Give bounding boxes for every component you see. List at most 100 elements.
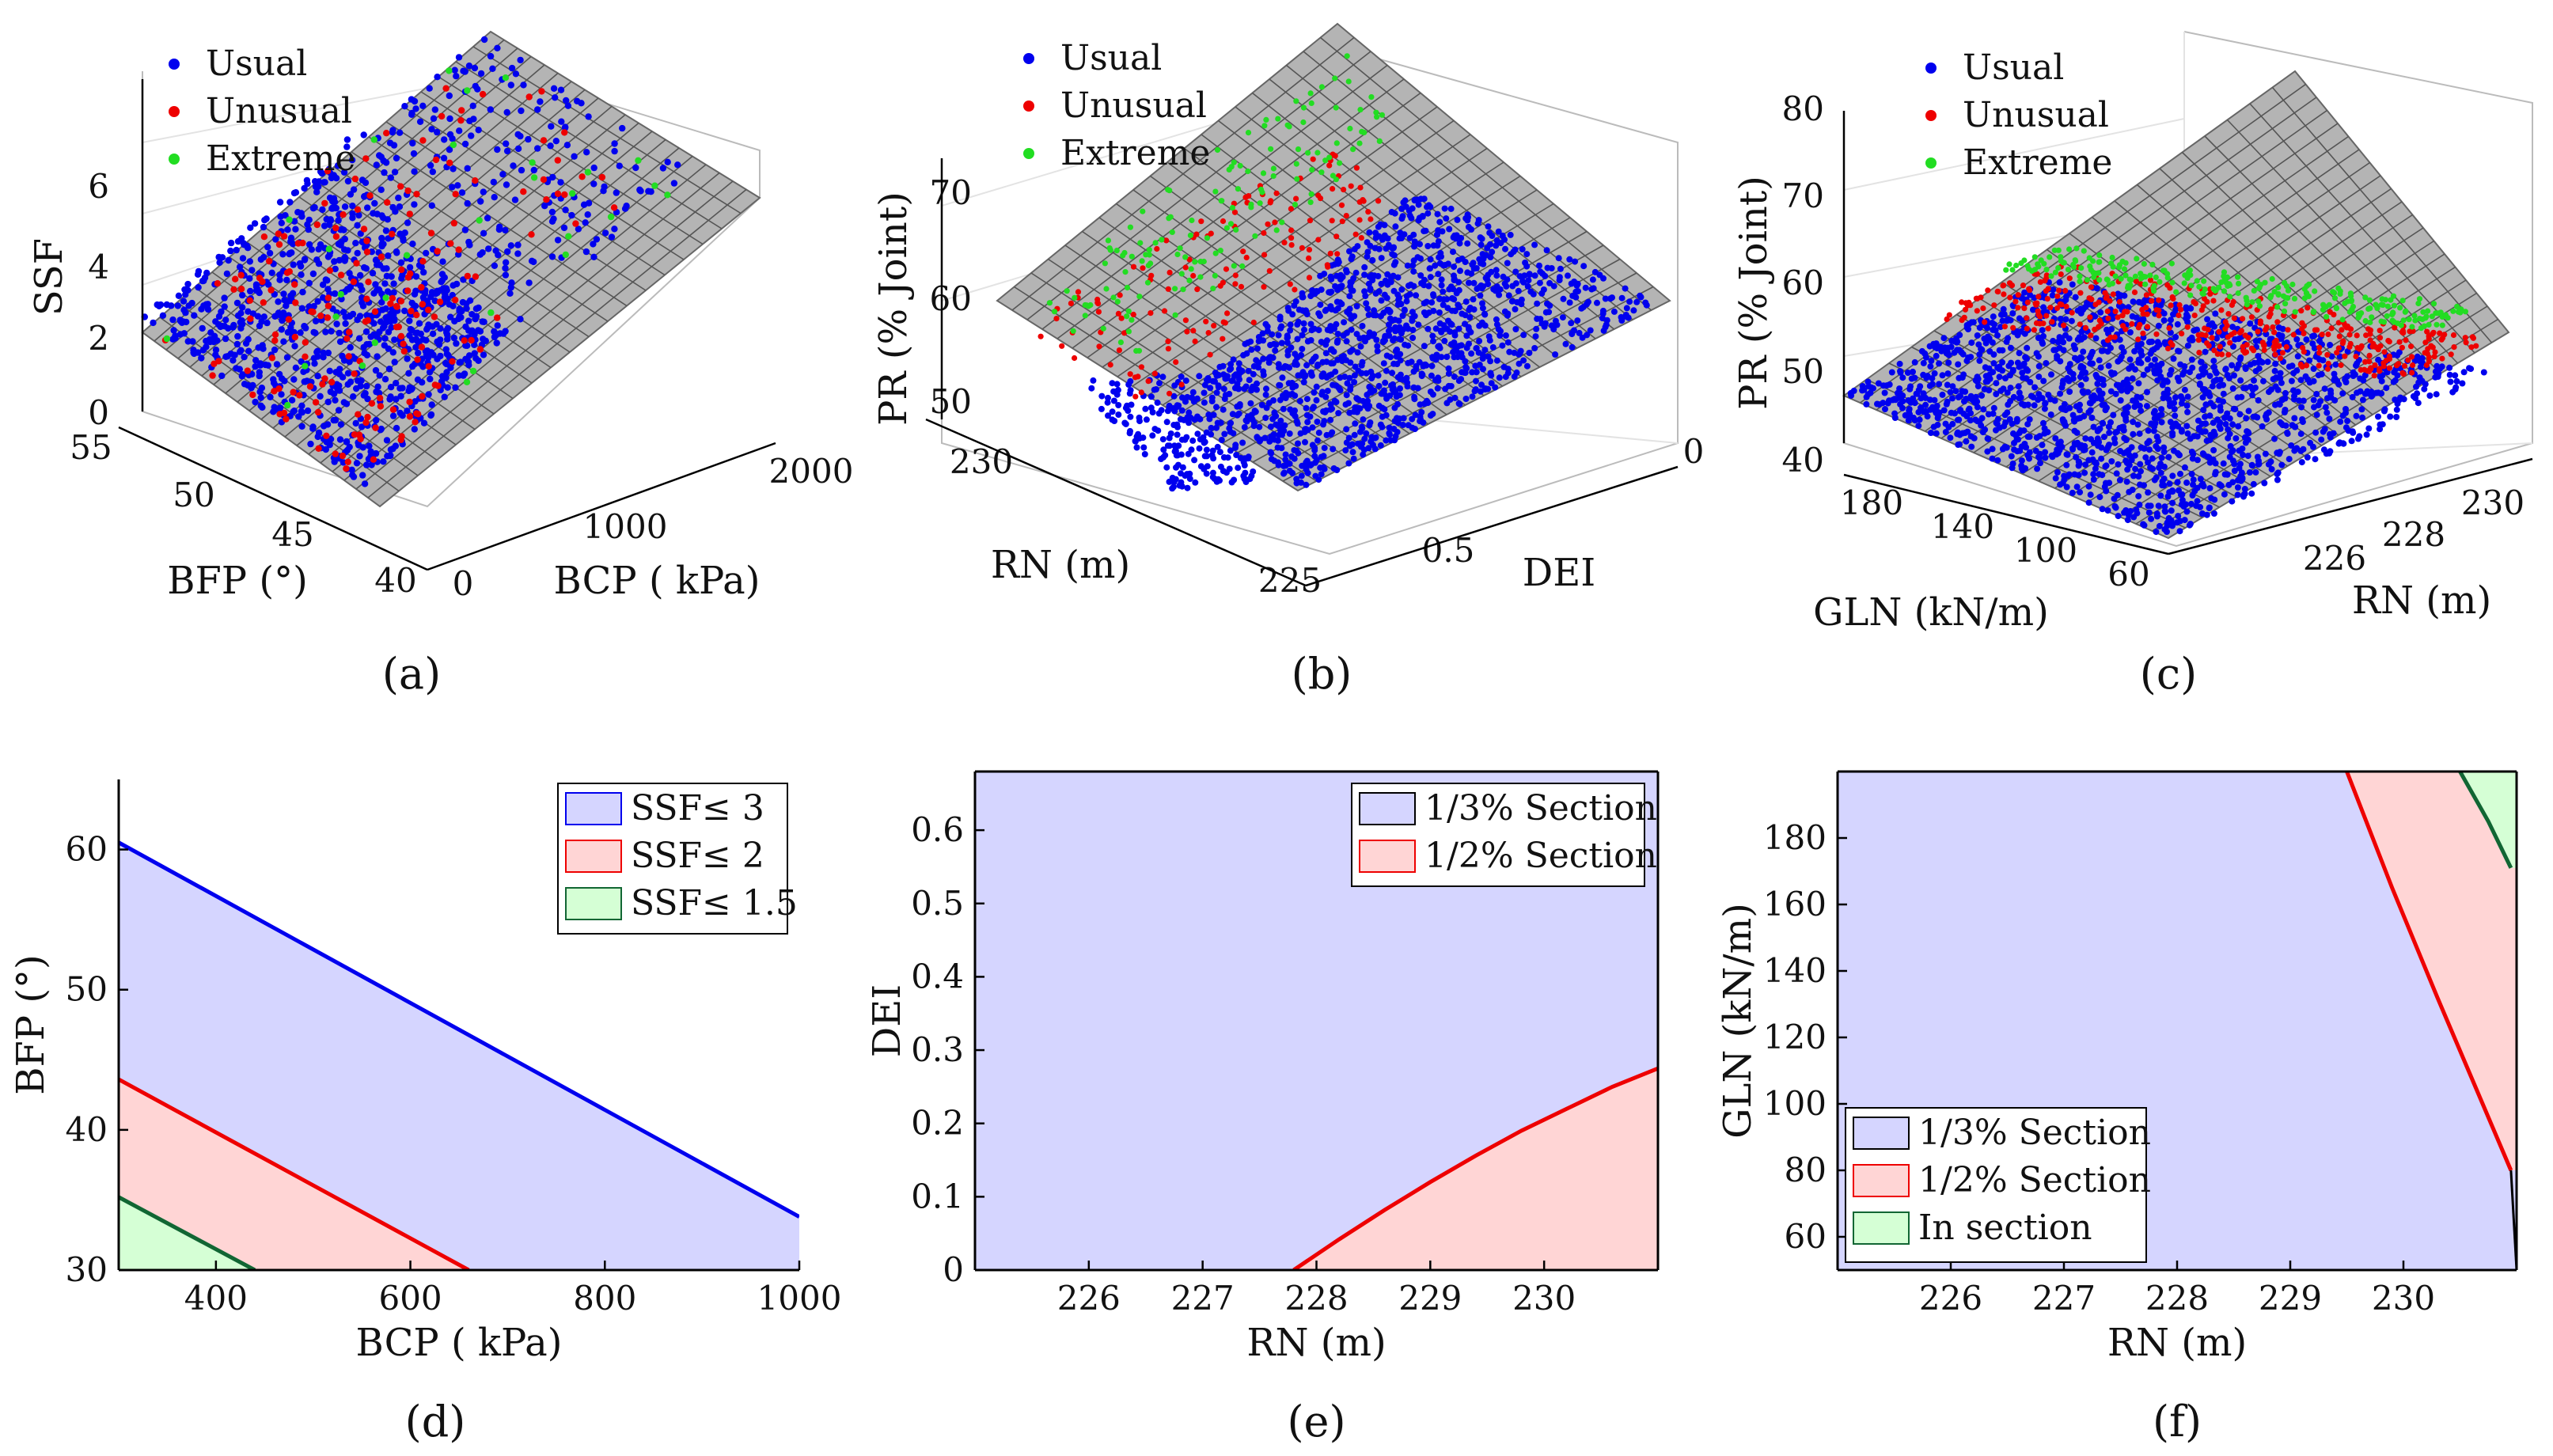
data-point-usual: [1438, 282, 1445, 289]
data-point-usual: [276, 199, 284, 206]
data-point-usual: [1247, 400, 1254, 407]
data-point-usual: [1584, 332, 1591, 339]
data-point-unusual: [393, 324, 400, 331]
data-point-usual: [2468, 366, 2475, 373]
data-point-usual: [1363, 300, 1370, 307]
data-point-unusual: [354, 206, 362, 213]
data-point-usual: [2232, 336, 2239, 343]
data-point-usual: [2135, 493, 2142, 500]
data-point-usual: [1348, 315, 1355, 322]
data-point-unusual: [351, 431, 358, 438]
data-point-usual: [2297, 377, 2305, 384]
data-point-usual: [1362, 293, 1369, 299]
data-point-unusual: [368, 400, 376, 407]
data-point-usual: [1184, 484, 1191, 491]
data-point-usual: [2040, 419, 2047, 427]
data-point-usual: [284, 328, 291, 336]
data-point-extreme: [358, 362, 366, 370]
data-point-usual: [1956, 347, 1963, 354]
data-point-extreme: [302, 362, 309, 370]
data-point-usual: [1273, 341, 1280, 348]
data-point-usual: [1294, 420, 1301, 427]
data-point-usual: [447, 313, 454, 320]
data-point-usual: [1511, 373, 1518, 380]
data-point-usual: [2414, 390, 2421, 397]
data-point-usual: [1201, 389, 1208, 396]
data-point-usual: [1149, 409, 1156, 415]
data-point-usual: [2327, 387, 2334, 394]
data-point-usual: [2140, 334, 2147, 341]
data-point-usual: [1302, 438, 1308, 446]
data-point-usual: [1299, 346, 1306, 352]
data-point-usual: [2124, 517, 2131, 524]
data-point-usual: [2081, 446, 2087, 453]
data-point-unusual: [346, 328, 353, 336]
data-point-usual: [1293, 447, 1300, 454]
data-point-usual: [396, 203, 404, 210]
data-point-extreme: [1307, 199, 1314, 206]
data-point-usual: [1492, 384, 1499, 391]
data-point-usual: [2009, 366, 2016, 373]
data-point-unusual: [1117, 292, 1123, 298]
data-point-usual: [2010, 393, 2017, 400]
data-point-unusual: [309, 309, 317, 316]
data-point-usual: [1931, 370, 1938, 377]
data-point-usual: [2160, 317, 2168, 324]
data-point-usual: [2142, 454, 2149, 461]
data-point-usual: [534, 106, 541, 113]
data-point-usual: [1328, 288, 1335, 295]
data-point-unusual: [1166, 390, 1173, 396]
data-point-usual: [517, 56, 524, 64]
data-point-usual: [359, 472, 366, 479]
data-point-usual: [1251, 419, 1258, 427]
data-point-usual: [343, 143, 351, 150]
data-point-usual: [310, 355, 318, 362]
data-point-unusual: [376, 394, 384, 402]
data-point-unusual: [461, 337, 468, 344]
data-point-usual: [1279, 374, 1286, 381]
data-point-usual: [1540, 286, 1547, 293]
data-point-usual: [2044, 429, 2051, 436]
data-point-usual: [1346, 248, 1352, 255]
data-point-usual: [444, 295, 451, 302]
data-point-unusual: [407, 270, 414, 277]
data-point-usual: [254, 313, 262, 320]
data-point-usual: [1372, 290, 1379, 297]
data-point-extreme: [1293, 98, 1299, 104]
data-point-usual: [1298, 351, 1305, 358]
data-point-usual: [369, 270, 377, 277]
data-point-usual: [2092, 335, 2100, 342]
data-point-usual: [1311, 459, 1318, 466]
data-point-usual: [2447, 378, 2454, 385]
data-point-extreme: [1139, 258, 1145, 264]
data-point-unusual: [291, 333, 298, 341]
data-point-extreme: [371, 339, 378, 347]
data-point-usual: [2066, 361, 2073, 368]
data-point-usual: [1111, 418, 1118, 424]
data-point-usual: [1182, 472, 1189, 480]
data-point-usual: [1250, 370, 1257, 377]
data-point-usual: [2148, 515, 2155, 522]
data-point-usual: [1246, 476, 1254, 483]
data-point-usual: [352, 419, 359, 427]
data-point-usual: [2022, 464, 2029, 472]
data-point-extreme: [1102, 260, 1108, 267]
data-point-usual: [427, 411, 434, 419]
surface-mesh-line: [2136, 184, 2391, 405]
data-point-usual: [2153, 529, 2160, 536]
data-point-usual: [1203, 470, 1210, 477]
data-point-unusual: [1232, 281, 1239, 287]
data-point-usual: [1383, 437, 1390, 444]
data-point-usual: [2172, 412, 2179, 419]
data-point-usual: [428, 202, 435, 209]
data-point-extreme: [1197, 274, 1204, 280]
legend-marker-unusual: [1023, 100, 1034, 112]
data-point-unusual: [340, 211, 347, 218]
data-point-usual: [590, 241, 597, 248]
data-point-usual: [1465, 324, 1472, 331]
data-point-usual: [260, 223, 267, 231]
data-point-unusual: [214, 280, 222, 287]
data-point-usual: [1267, 449, 1274, 456]
data-point-extreme: [1295, 146, 1302, 153]
data-point-unusual: [2312, 327, 2318, 333]
